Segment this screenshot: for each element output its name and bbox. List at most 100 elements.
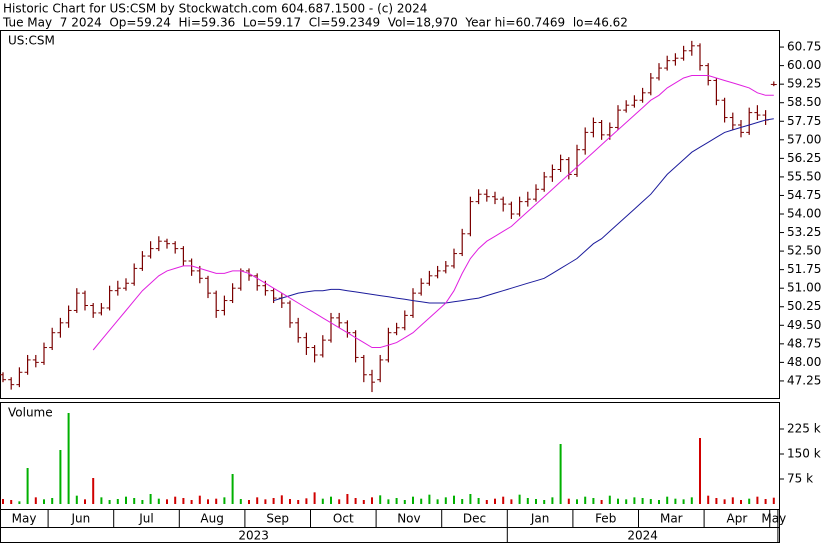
volume-bar — [248, 500, 250, 504]
y-tick-label: 48.00 — [787, 355, 821, 369]
month-label: Dec — [463, 512, 486, 526]
chart-subtitle: Tue May 7 2024 Op=59.24 Hi=59.36 Lo=59.1… — [2, 16, 628, 30]
y-tick-label: 58.50 — [787, 95, 821, 109]
month-label: Oct — [333, 512, 354, 526]
volume-bar — [461, 499, 464, 504]
volume-bar — [772, 497, 775, 504]
chart-title: Historic Chart for US:CSM by Stockwatch.… — [3, 2, 427, 16]
volume-bar — [756, 496, 759, 504]
moving-average-fast — [92, 75, 774, 351]
volume-bar — [690, 497, 693, 504]
volume-bar — [34, 497, 37, 504]
y-tick-label: 48.75 — [787, 336, 821, 350]
month-label: May — [12, 512, 37, 526]
volume-bar — [641, 498, 644, 504]
volume-bar — [84, 499, 86, 504]
year-label: 2024 — [627, 529, 658, 543]
volume-bar — [133, 498, 136, 504]
volume-bar — [125, 496, 127, 504]
month-label: Sep — [266, 512, 289, 526]
volume-bar — [330, 496, 332, 504]
volume-bar — [740, 500, 742, 504]
volume-bar — [715, 498, 718, 504]
volume-bar — [625, 499, 628, 504]
month-label: Nov — [397, 512, 420, 526]
y-tick-label: 59.25 — [787, 77, 821, 91]
moving-average-slow — [273, 118, 774, 304]
volume-bar — [264, 499, 267, 504]
volume-bar — [305, 498, 308, 504]
y-tick-label: 53.25 — [787, 225, 821, 239]
volume-bar — [658, 500, 660, 504]
month-label: Jul — [138, 512, 153, 526]
volume-bar — [748, 498, 751, 504]
volume-bar — [436, 499, 439, 504]
volume-bar — [43, 499, 45, 504]
volume-bar — [707, 495, 710, 504]
volume-bar — [182, 498, 185, 504]
symbol-label: US:CSM — [8, 34, 55, 48]
volume-bar — [666, 496, 669, 504]
volume-bar — [543, 500, 546, 504]
y-tick-label: 47.25 — [787, 373, 821, 387]
price-panel — [0, 30, 780, 399]
volume-bar — [649, 499, 652, 504]
volume-bar — [313, 492, 316, 504]
volume-bar — [10, 500, 13, 504]
volume-bar — [731, 497, 734, 504]
y-tick-label: 49.50 — [787, 318, 821, 332]
volume-bar — [469, 494, 472, 504]
volume-bar — [371, 497, 373, 504]
volume-bar — [223, 497, 226, 504]
volume-bar — [2, 499, 4, 504]
volume-bar — [764, 499, 767, 504]
volume-bar — [633, 497, 636, 504]
volume-bar — [395, 498, 398, 504]
volume-bar — [272, 498, 275, 504]
volume-bar — [239, 499, 242, 504]
volume-bar — [362, 500, 365, 504]
y-tick-label: 60.00 — [787, 58, 821, 72]
volume-bar — [403, 500, 406, 504]
volume-bar — [444, 497, 447, 504]
volume-label: Volume — [8, 406, 53, 420]
month-label: May — [761, 512, 786, 526]
volume-bar — [453, 495, 455, 504]
volume-bar — [502, 496, 505, 504]
volume-bar — [674, 498, 677, 504]
volume-bar — [92, 478, 95, 504]
y-tick-label: 57.00 — [787, 132, 821, 146]
volume-tick-label: 150 k — [787, 447, 821, 461]
volume-bar — [592, 498, 595, 504]
month-label: Jun — [71, 512, 91, 526]
y-tick-label: 55.50 — [787, 169, 821, 183]
volume-bar — [379, 495, 382, 504]
volume-bar — [166, 499, 168, 504]
volume-bar — [26, 468, 29, 504]
volume-bar — [321, 498, 324, 504]
y-tick-label: 52.50 — [787, 244, 821, 258]
volume-bar — [157, 498, 160, 504]
volume-bar — [100, 497, 103, 504]
volume-bar — [584, 496, 587, 504]
volume-bar — [108, 500, 111, 504]
volume-bar — [67, 413, 70, 504]
volume-bar — [518, 494, 521, 504]
volume-bar — [190, 500, 193, 504]
y-tick-label: 51.75 — [787, 262, 821, 276]
volume-bar — [559, 444, 562, 504]
month-label: Apr — [727, 512, 748, 526]
volume-bar — [420, 498, 423, 504]
volume-bar — [608, 495, 611, 504]
volume-bar — [477, 498, 480, 504]
month-label: Mar — [660, 512, 683, 526]
volume-bar — [551, 497, 554, 504]
volume-bar — [682, 499, 685, 504]
volume-bar — [600, 500, 603, 504]
volume-bar — [576, 499, 578, 504]
volume-bar — [346, 494, 349, 504]
y-tick-label: 54.75 — [787, 188, 821, 202]
volume-bar — [428, 494, 431, 504]
